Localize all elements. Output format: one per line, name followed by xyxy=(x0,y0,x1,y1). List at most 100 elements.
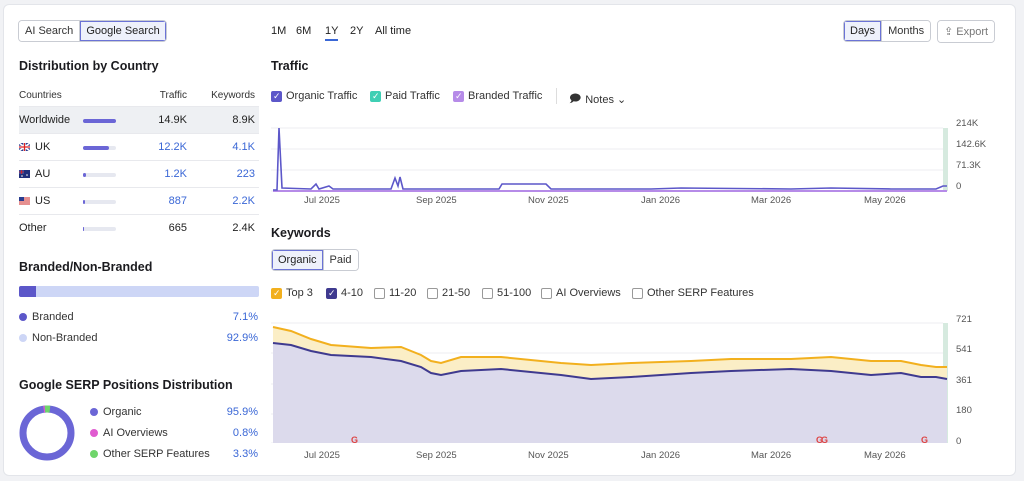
google-search-button[interactable]: Google Search xyxy=(80,21,166,41)
filter-51-100[interactable]: 51-100 xyxy=(482,287,531,299)
comment-icon: 🗩 xyxy=(569,93,582,105)
organic-tab[interactable]: Organic xyxy=(272,250,324,270)
kw-xtick: Sep 2025 xyxy=(416,450,457,461)
serp-donut-chart xyxy=(19,405,75,461)
notes-dropdown[interactable]: 🗩 Notes ⌄ xyxy=(569,90,626,109)
export-label: ⇪ Export xyxy=(938,21,995,42)
traffic-ytick: 214K xyxy=(956,118,979,129)
branded-traffic-toggle[interactable]: Branded Traffic xyxy=(453,90,542,102)
country-row-worldwide[interactable]: Worldwide 14.9K 8.9K xyxy=(19,106,259,133)
country-row-other[interactable]: Other 665 2.4K xyxy=(19,214,259,241)
granularity-toggle: Days Months xyxy=(843,20,932,42)
timeframe-1y[interactable]: 1Y xyxy=(325,25,339,41)
traffic-link[interactable]: 12.2K xyxy=(158,141,187,153)
keywords-value: 8.9K xyxy=(232,114,255,126)
timeframe-1m[interactable]: 1M xyxy=(271,25,287,37)
traffic-link[interactable]: 1.2K xyxy=(164,168,187,180)
checkbox-icon xyxy=(271,90,282,102)
keywords-link[interactable]: 223 xyxy=(236,168,255,180)
donut-ai xyxy=(19,405,75,461)
filter-ai-overviews[interactable]: AI Overviews xyxy=(541,287,621,299)
google-update-icon: G xyxy=(816,435,823,443)
traffic-xtick: Jul 2025 xyxy=(304,195,340,206)
branded-title: Branded/Non-Branded xyxy=(19,260,153,274)
serp-pct-ai[interactable]: 0.8% xyxy=(232,427,258,439)
kw-xtick: Mar 2026 xyxy=(751,450,792,461)
country-row-au[interactable]: AU 1.2K 223 xyxy=(19,160,259,187)
traffic-value: 14.9K xyxy=(158,114,187,126)
country-name: AU xyxy=(19,168,50,180)
non-branded-legend: Non-Branded xyxy=(19,332,97,344)
traffic-title: Traffic xyxy=(271,59,309,73)
country-row-us[interactable]: US 887 2.2K xyxy=(19,187,259,214)
serp-legend-other: Other SERP Features xyxy=(90,448,210,460)
ai-dot-icon xyxy=(90,429,98,437)
col-keywords: Keywords xyxy=(211,90,255,101)
paid-traffic-toggle[interactable]: Paid Traffic xyxy=(370,90,440,102)
traffic-link[interactable]: 887 xyxy=(168,195,187,207)
non-branded-pct[interactable]: 92.9% xyxy=(226,332,258,344)
filter-21-50[interactable]: 21-50 xyxy=(427,287,470,299)
branded-share-bar xyxy=(19,286,259,297)
days-button[interactable]: Days xyxy=(844,21,883,41)
organic-traffic-toggle[interactable]: Organic Traffic xyxy=(271,90,357,102)
us-flag-icon xyxy=(19,197,30,206)
branded-pct[interactable]: 7.1% xyxy=(232,311,258,323)
traffic-xtick: May 2026 xyxy=(864,195,906,206)
country-name: US xyxy=(19,195,50,207)
uk-flag-icon xyxy=(19,143,30,152)
filter-other-serp[interactable]: Other SERP Features xyxy=(632,287,754,299)
organic-traffic-line xyxy=(273,127,947,191)
checkbox-icon xyxy=(541,287,552,299)
months-button[interactable]: Months xyxy=(882,21,931,41)
keywords-link[interactable]: 4.1K xyxy=(232,141,255,153)
traffic-share-bar xyxy=(83,146,116,150)
google-update-icon: G xyxy=(821,435,828,443)
serp-pct-other[interactable]: 3.3% xyxy=(232,448,258,460)
traffic-ytick: 0 xyxy=(956,181,962,192)
serp-pct-organic[interactable]: 95.9% xyxy=(226,406,258,418)
checkbox-icon xyxy=(326,287,337,299)
dashboard-card: AI Search Google Search Distribution by … xyxy=(3,4,1016,476)
branded-legend: Branded xyxy=(19,311,74,323)
keywords-chart: G GG G xyxy=(271,322,948,443)
traffic-xtick: Mar 2026 xyxy=(751,195,792,206)
ai-search-button[interactable]: AI Search xyxy=(19,21,81,41)
search-type-toggle: AI Search Google Search xyxy=(18,20,167,42)
upload-icon: ⇪ xyxy=(944,26,954,38)
kw-xtick: May 2026 xyxy=(864,450,906,461)
filter-top3[interactable]: Top 3 xyxy=(271,287,313,299)
other-dot-icon xyxy=(90,450,98,458)
donut-organic xyxy=(19,405,75,461)
export-button[interactable]: ⇪ Export xyxy=(937,20,996,43)
top10-line xyxy=(272,342,948,381)
branded-dot-icon xyxy=(19,313,27,321)
timeframe-2y[interactable]: 2Y xyxy=(350,25,364,37)
traffic-share-bar xyxy=(83,227,116,231)
google-update-icon: G xyxy=(351,435,358,443)
traffic-share-bar xyxy=(83,200,116,204)
traffic-xtick: Jan 2026 xyxy=(641,195,681,206)
paid-tab[interactable]: Paid xyxy=(323,250,358,270)
checkbox-icon xyxy=(370,90,381,102)
traffic-share-bar xyxy=(83,173,116,177)
keywords-type-toggle: Organic Paid xyxy=(271,249,359,271)
traffic-share-bar xyxy=(83,119,116,123)
traffic-xtick: Sep 2025 xyxy=(416,195,457,206)
serp-title: Google SERP Positions Distribution xyxy=(19,378,233,392)
keywords-value: 2.4K xyxy=(232,222,255,234)
keywords-link[interactable]: 2.2K xyxy=(232,195,255,207)
country-row-uk[interactable]: UK 12.2K 4.1K xyxy=(19,133,259,160)
checkbox-icon xyxy=(427,287,438,299)
filter-4-10[interactable]: 4-10 xyxy=(326,287,363,299)
kw-ytick: 721 xyxy=(956,314,972,325)
col-countries: Countries xyxy=(19,90,62,101)
filter-11-20[interactable]: 11-20 xyxy=(374,287,416,299)
timeframe-6m[interactable]: 6M xyxy=(296,25,312,37)
timeframe-all[interactable]: All time xyxy=(375,25,412,37)
branded-share-fill xyxy=(19,286,37,297)
country-title: Distribution by Country xyxy=(19,59,159,73)
kw-ytick: 180 xyxy=(956,405,972,416)
checkbox-icon xyxy=(453,90,464,102)
keywords-title: Keywords xyxy=(271,226,331,240)
